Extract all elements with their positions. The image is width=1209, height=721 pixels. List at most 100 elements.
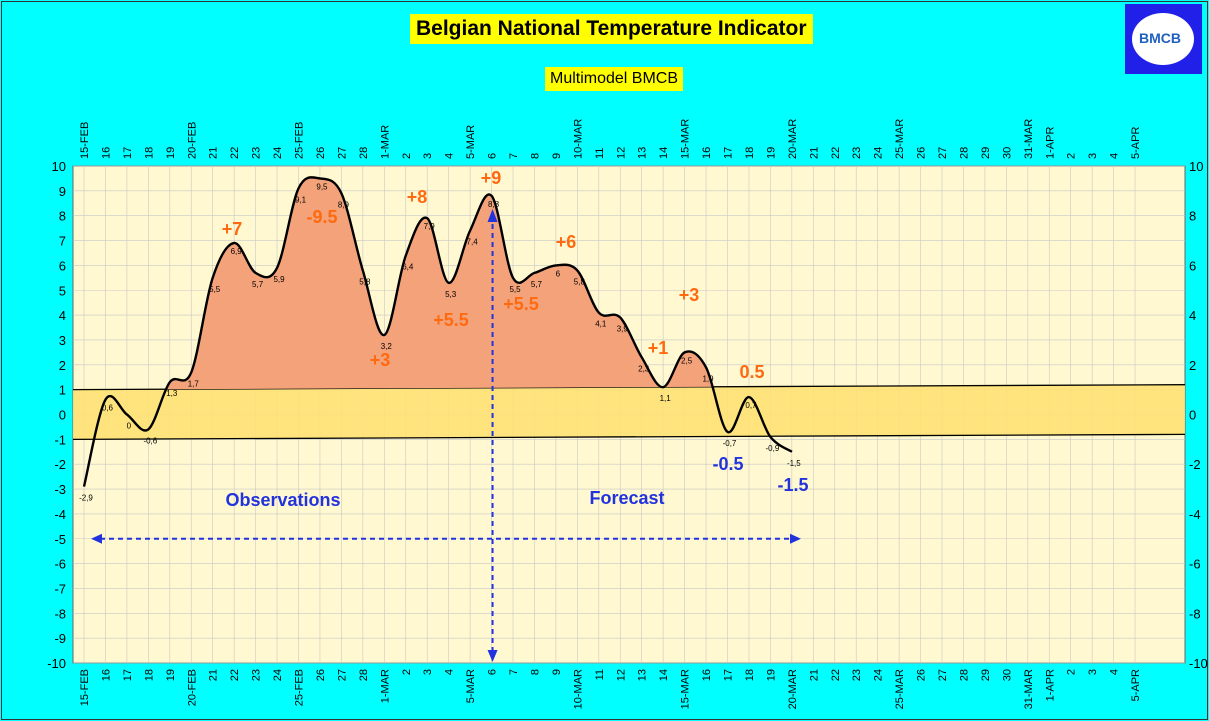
y-tick-label: -1 <box>54 432 66 447</box>
data-label: 1,3 <box>166 389 178 398</box>
bmcb-logo: BMCB <box>1125 4 1202 74</box>
anomaly-annotation: +5.5 <box>433 310 469 330</box>
y-tick-label: 3 <box>59 333 66 348</box>
x-tick-label: 13 <box>637 147 649 159</box>
anomaly-annotation: +9 <box>481 168 502 188</box>
x-tick-label: 27 <box>937 669 949 681</box>
x-tick-label: 3 <box>422 669 434 675</box>
data-label: -0,7 <box>723 439 737 448</box>
x-tick-label: 5-MAR <box>465 125 477 159</box>
x-tick-label: 4 <box>1109 153 1121 159</box>
x-tick-label: 20-MAR <box>787 669 799 709</box>
x-tick-label: 10-MAR <box>572 669 584 709</box>
y-tick-label: 4 <box>59 308 66 323</box>
x-tick-label: 28 <box>358 669 370 681</box>
data-label: 5,8 <box>574 277 586 286</box>
data-label: 6,9 <box>231 247 243 256</box>
data-label: -0,9 <box>766 444 780 453</box>
x-tick-label: 22 <box>229 147 241 159</box>
x-tick-label: 6 <box>487 153 499 159</box>
chart-title: Belgian National Temperature Indicator <box>410 14 813 44</box>
x-tick-label: 27 <box>336 669 348 681</box>
x-tick-label: 2 <box>401 669 413 675</box>
x-tick-label: 11 <box>594 148 606 159</box>
data-label: 7,4 <box>467 238 479 247</box>
chart-subtitle: Multimodel BMCB <box>545 67 684 91</box>
x-tick-label: 23 <box>851 669 863 681</box>
y-tick-label: -7 <box>54 581 66 596</box>
data-label: 6 <box>556 269 561 278</box>
x-tick-label: 11 <box>594 669 606 680</box>
x-tick-label: 25-FEB <box>294 122 306 159</box>
data-label: 3,9 <box>617 325 629 334</box>
anomaly-annotation: +3 <box>370 350 391 370</box>
x-tick-label: 23 <box>251 669 263 681</box>
anomaly-annotation: +7 <box>222 219 243 239</box>
x-axis-bottom: 15-FEB 16 17 18 19 20-FEB 21 22 23 24 25-FEB 26 27 28… <box>79 669 1142 709</box>
x-tick-label: 29 <box>980 147 992 159</box>
band-lower-line <box>72 433 1186 440</box>
x-tick-label: 15-MAR <box>680 119 692 159</box>
x-tick-label: 17 <box>723 147 735 159</box>
data-label: 9,1 <box>295 195 307 204</box>
anomaly-annotation: +8 <box>407 187 428 207</box>
x-tick-label: 21 <box>808 669 820 681</box>
data-label: 1,7 <box>188 379 200 388</box>
x-tick-label: 20-FEB <box>186 669 198 706</box>
data-label: 0,6 <box>102 404 114 413</box>
logo-emblem <box>1132 13 1194 65</box>
anomaly-annotation: -0.5 <box>712 454 743 474</box>
data-label: 5,9 <box>273 275 285 284</box>
data-label: 2,5 <box>681 356 693 365</box>
y-tick-label: 0 <box>59 408 66 423</box>
y-tick-label: 6 <box>1189 258 1196 273</box>
data-label: 7,9 <box>424 222 436 231</box>
x-tick-label: 2 <box>1066 669 1078 675</box>
data-label: 3,2 <box>381 342 393 351</box>
warm-anomaly-area <box>84 177 792 390</box>
x-tick-label: 1-APR <box>1044 127 1056 159</box>
x-tick-label: 27 <box>336 147 348 159</box>
x-tick-label: 28 <box>958 669 970 681</box>
temperature-line <box>82 176 793 487</box>
x-tick-label: 4 <box>1109 669 1121 675</box>
data-label: -0,6 <box>143 436 157 445</box>
anomaly-annotation: -1.5 <box>777 475 808 495</box>
y-tick-label: 2 <box>59 358 66 373</box>
x-tick-label: 1-APR <box>1044 669 1056 701</box>
x-tick-label: 23 <box>851 147 863 159</box>
y-tick-label: -6 <box>1189 557 1201 572</box>
x-tick-label: 10-MAR <box>572 119 584 159</box>
x-tick-label: 4 <box>444 153 456 159</box>
x-tick-label: 17 <box>122 669 134 681</box>
y-tick-label: -2 <box>54 457 66 472</box>
x-tick-label: 16 <box>100 669 112 681</box>
y-tick-label: 4 <box>1189 308 1196 323</box>
x-tick-label: 19 <box>765 147 777 159</box>
y-tick-label: -8 <box>1189 606 1201 621</box>
y-axis-right: 10 8 6 4 2 0 -2 -4 -6 -8 -10 <box>1189 159 1208 671</box>
x-tick-label: 21 <box>208 669 220 681</box>
data-label: 2,3 <box>638 364 650 373</box>
arrow-head-up <box>487 209 498 222</box>
x-tick-label: 16 <box>701 147 713 159</box>
data-label: 0,7 <box>745 401 757 410</box>
data-label: -2,9 <box>79 494 93 503</box>
data-labels: -2,9 0,6 0 -0,6 1,3 1,7 5,5 6,9 5,7 5,9 9,1 9,5 8,9 5… <box>79 182 801 502</box>
anomaly-annotation: +5.5 <box>503 294 539 314</box>
x-tick-label: 26 <box>315 147 327 159</box>
x-tick-label: 4 <box>444 669 456 675</box>
x-tick-label: 8 <box>529 153 541 159</box>
x-tick-label: 15-FEB <box>79 669 91 706</box>
x-tick-label: 17 <box>122 147 134 159</box>
x-tick-label: 5-MAR <box>465 669 477 703</box>
x-tick-label: 31-MAR <box>1023 669 1035 709</box>
anomaly-annotation: +6 <box>556 232 577 252</box>
x-tick-label: 14 <box>658 147 670 159</box>
y-tick-label: -10 <box>1189 656 1208 671</box>
y-tick-label: 8 <box>59 209 66 224</box>
y-tick-label: -8 <box>54 606 66 621</box>
data-label: 0 <box>127 422 132 431</box>
